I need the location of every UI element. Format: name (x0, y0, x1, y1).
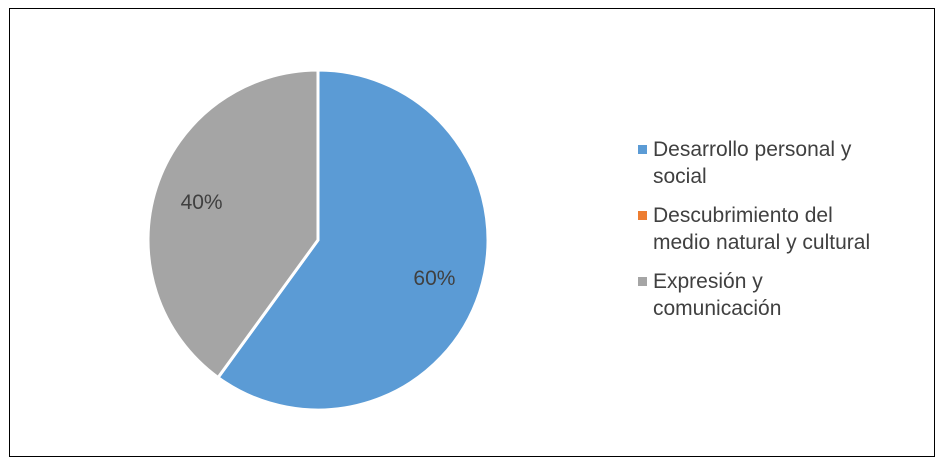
legend-item-desarrollo: Desarrollo personal y social (638, 136, 938, 190)
legend-label-desarrollo: Desarrollo personal y social (653, 136, 938, 190)
legend-label-line: Expresión y (653, 270, 763, 293)
legend-label-line: social (653, 165, 707, 188)
legend-label-line: medio natural y cultural (653, 231, 871, 254)
legend-label-expresion: Expresión y comunicación (653, 268, 938, 322)
legend-label-line: comunicación (653, 297, 782, 320)
legend-label-descubrimiento: Descubrimiento del medio natural y cultu… (653, 202, 938, 256)
data-label-desarrollo: 60% (413, 267, 455, 290)
data-label-expresion: 40% (181, 191, 223, 214)
legend-swatch-desarrollo (638, 145, 647, 154)
legend-item-expresion: Expresión y comunicación (638, 268, 938, 322)
legend: Desarrollo personal y social Descubrimie… (638, 136, 938, 334)
legend-swatch-descubrimiento (638, 211, 647, 220)
legend-item-descubrimiento: Descubrimiento del medio natural y cultu… (638, 202, 938, 256)
legend-label-line: Descubrimiento del (653, 204, 833, 227)
legend-swatch-expresion (638, 277, 647, 286)
pie-slice-desarrollo (215, 68, 490, 412)
pie-slice-expresion (146, 68, 320, 380)
legend-label-line: Desarrollo personal y (653, 138, 852, 161)
